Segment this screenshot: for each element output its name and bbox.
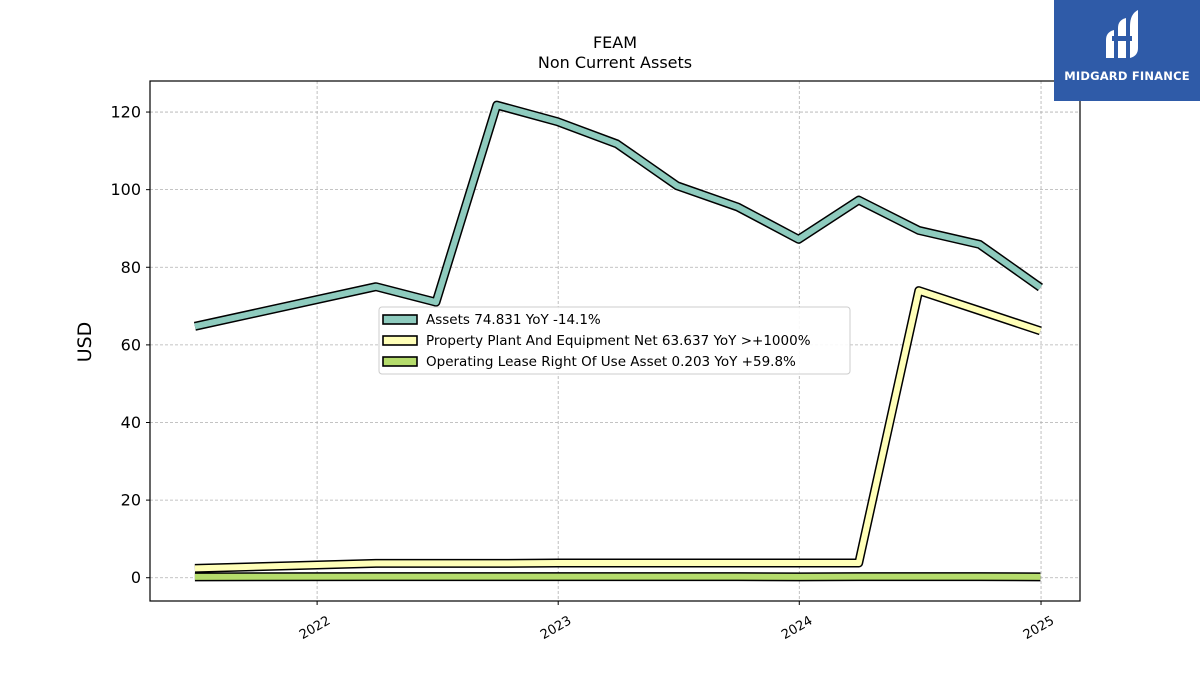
y-tick-label: 100 — [110, 180, 141, 199]
y-tick-label: 0 — [131, 568, 141, 587]
legend: Assets 74.831 YoY -14.1% Property Plant A… — [378, 306, 851, 375]
series-fill — [194, 102, 1043, 330]
y-axis-label: USD — [74, 322, 96, 363]
x-tick-label: 2024 — [779, 613, 815, 643]
legend-box — [378, 306, 851, 375]
y-tick-label: 60 — [121, 335, 141, 354]
x-ticks: 2022 2023 2024 2025 — [297, 601, 1057, 643]
logo-text: MIDGARD FINANCE — [1064, 69, 1190, 83]
series-layer — [193, 100, 1043, 582]
legend-swatch — [382, 356, 418, 367]
x-tick-label: 2023 — [538, 613, 574, 643]
series-line-0 — [193, 100, 1043, 331]
plot-frame — [149, 80, 1081, 602]
series-outline — [193, 100, 1043, 331]
series-fill — [194, 287, 1042, 572]
legend-swatch — [382, 314, 418, 325]
legend-label: Assets 74.831 YoY -14.1% — [426, 312, 601, 328]
midgard-finance-logo: MIDGARD FINANCE — [1054, 0, 1200, 101]
y-tick-label: 40 — [121, 413, 141, 432]
y-ticks: 0 20 40 60 80 100 120 — [110, 103, 150, 587]
grid — [150, 81, 1080, 601]
x-tick-label: 2022 — [297, 613, 333, 643]
legend-label: Operating Lease Right Of Use Asset 0.203… — [426, 354, 796, 370]
legend-label: Property Plant And Equipment Net 63.637 … — [426, 333, 811, 349]
x-tick-label: 2025 — [1021, 613, 1057, 643]
logo-mark-icon — [1106, 10, 1138, 58]
chart-subtitle: Non Current Assets — [538, 53, 692, 72]
legend-swatch — [382, 335, 418, 346]
chart-title: FEAM — [593, 33, 637, 52]
series-line-1 — [194, 286, 1042, 573]
y-tick-label: 120 — [110, 103, 141, 122]
y-tick-label: 20 — [121, 491, 141, 510]
y-tick-label: 80 — [121, 258, 141, 277]
